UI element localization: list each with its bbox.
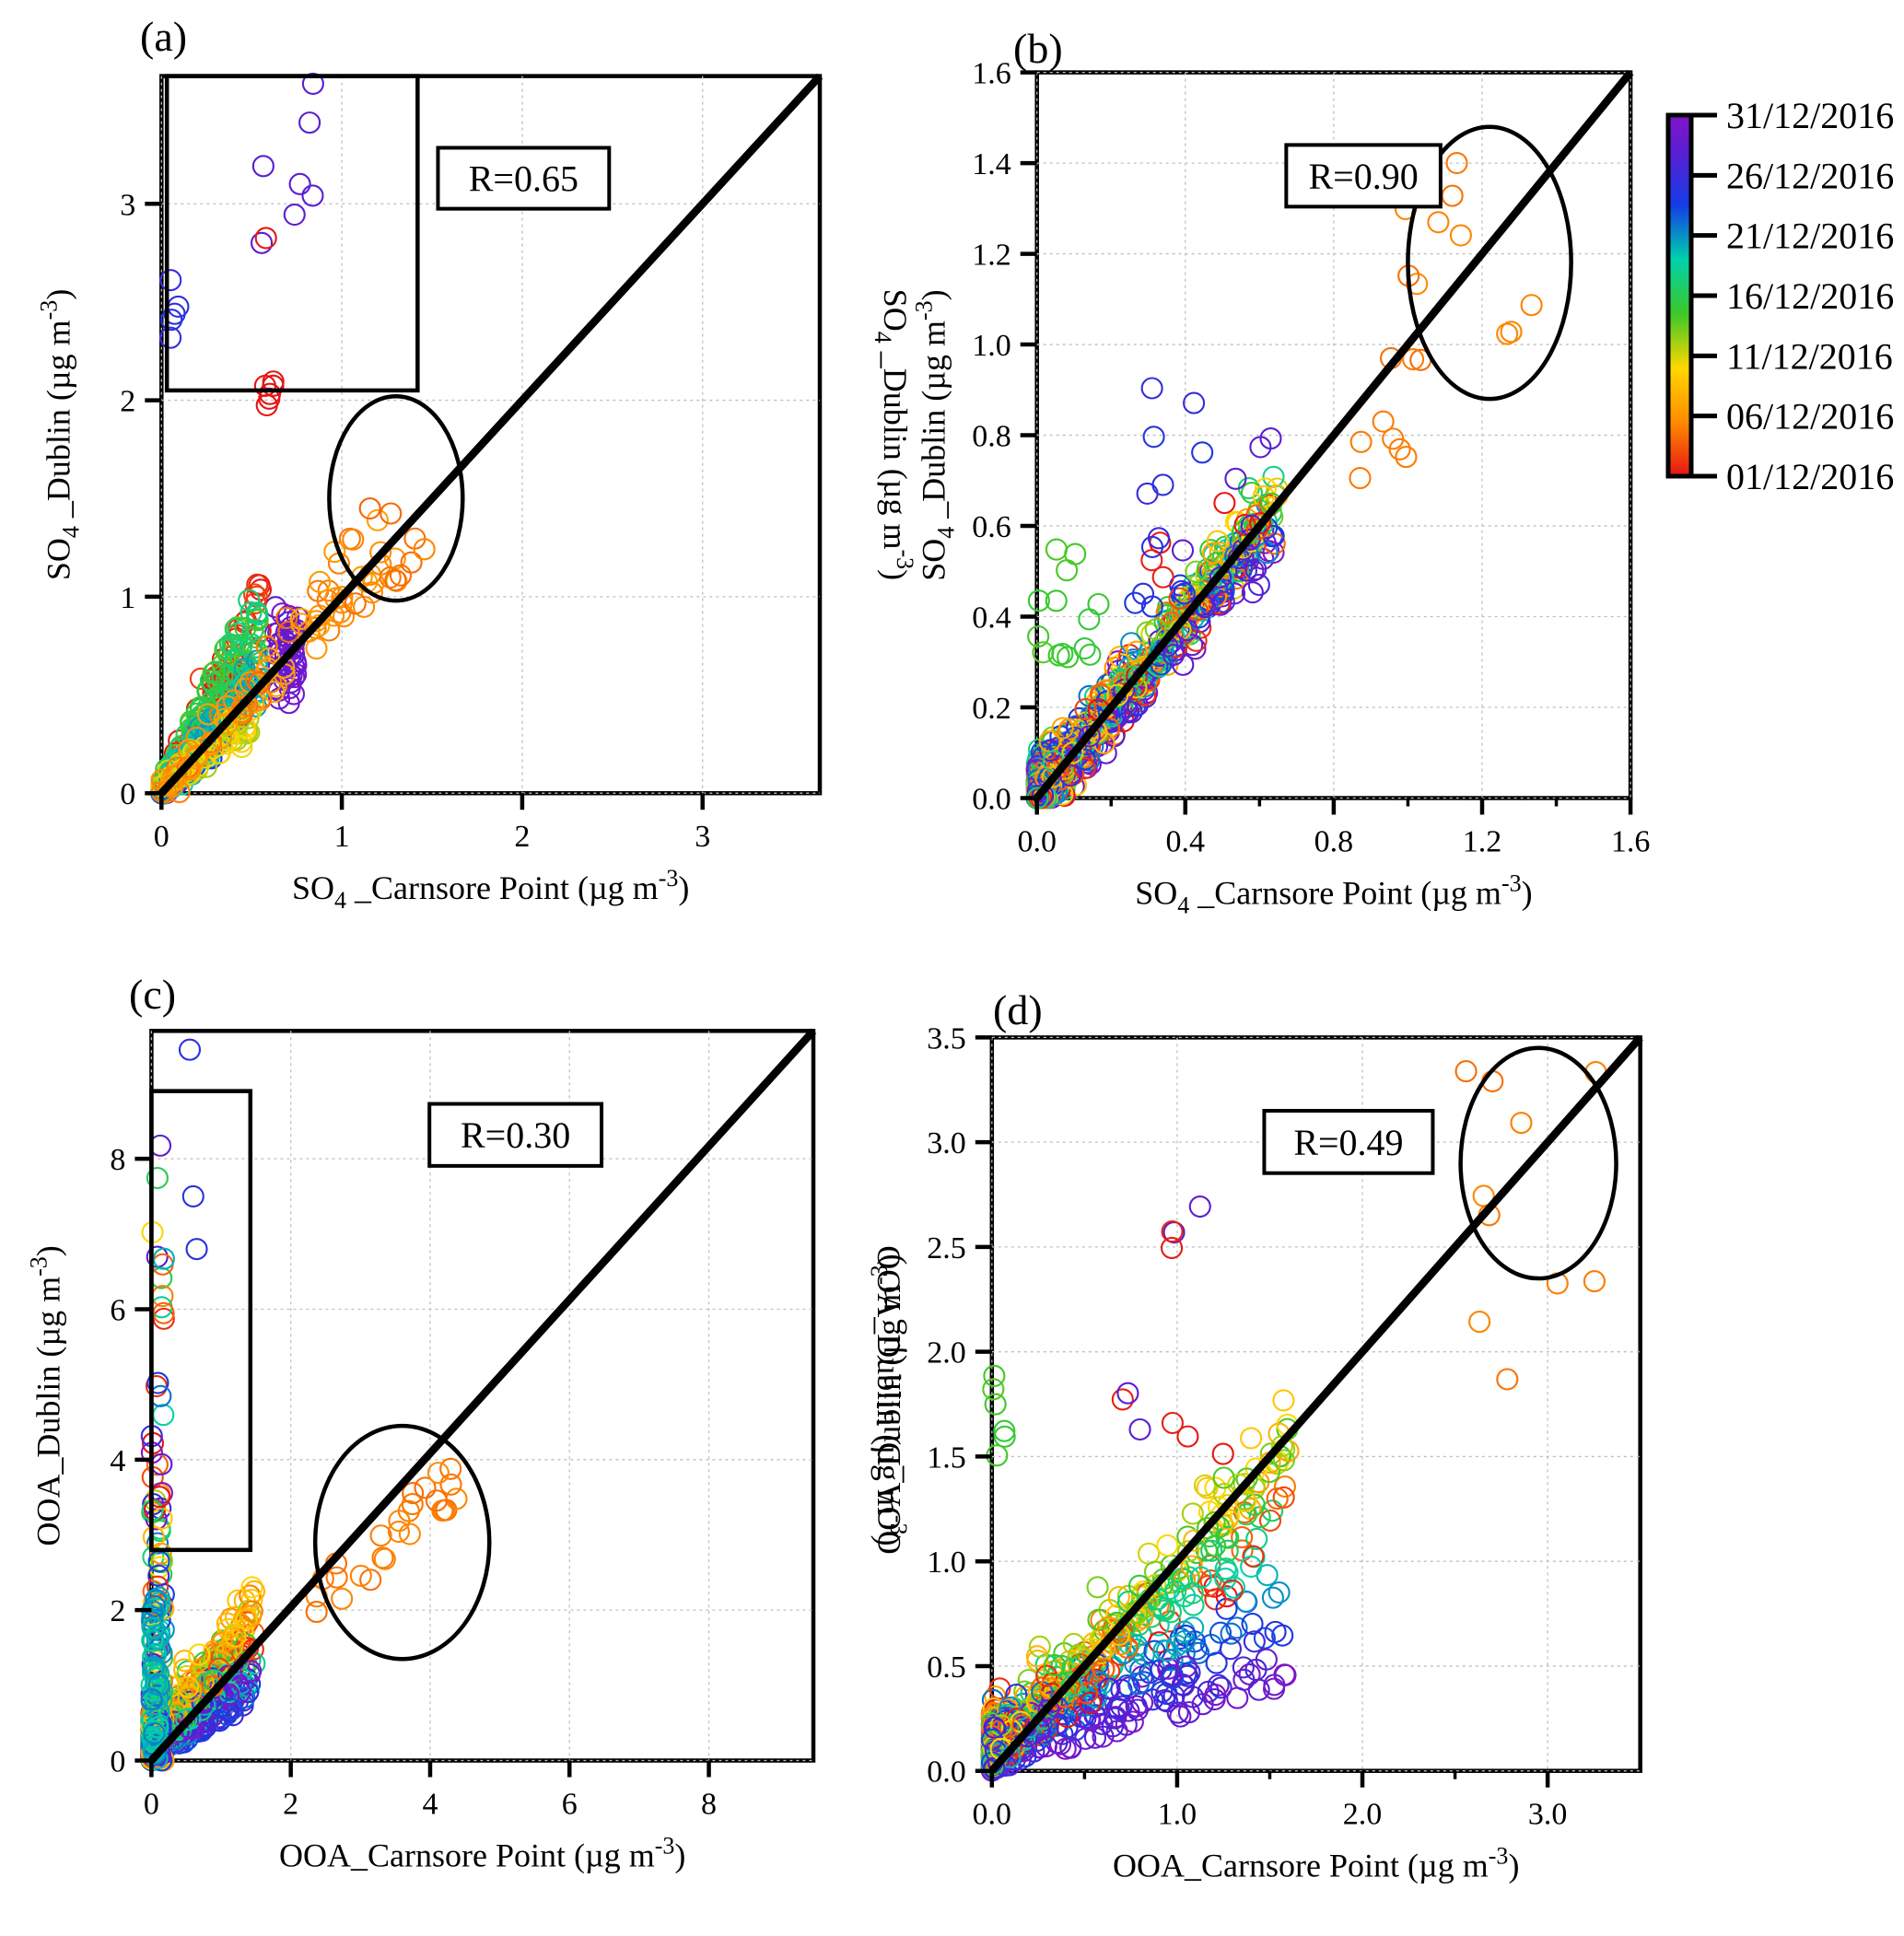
svg-text:0.4: 0.4 — [1166, 825, 1206, 859]
svg-text:1.0: 1.0 — [927, 1545, 966, 1580]
svg-text:0.8: 0.8 — [972, 420, 1011, 454]
svg-text:0: 0 — [154, 820, 169, 854]
svg-text:1.6: 1.6 — [1611, 825, 1651, 859]
svg-text:(b): (b) — [1013, 25, 1063, 72]
svg-text:0: 0 — [120, 777, 135, 811]
svg-text:2.5: 2.5 — [927, 1231, 966, 1265]
svg-text:0.0: 0.0 — [972, 783, 1011, 817]
svg-text:01/12/2016: 01/12/2016 — [1726, 456, 1894, 497]
svg-text:16/12/2016: 16/12/2016 — [1726, 275, 1894, 317]
svg-text:3: 3 — [120, 188, 135, 222]
svg-text:1: 1 — [334, 820, 350, 854]
svg-text:2: 2 — [514, 820, 530, 854]
svg-text:1: 1 — [120, 581, 135, 615]
svg-text:0.8: 0.8 — [1314, 825, 1354, 859]
svg-text:8: 8 — [701, 1788, 717, 1822]
svg-text:0: 0 — [110, 1745, 125, 1779]
svg-text:2: 2 — [283, 1788, 298, 1822]
svg-text:4: 4 — [422, 1788, 438, 1822]
svg-text:0.0: 0.0 — [973, 1798, 1012, 1832]
svg-text:2.0: 2.0 — [927, 1336, 966, 1370]
svg-text:OOA_Carnsore Point (µg m-3): OOA_Carnsore Point (µg m-3) — [279, 1833, 685, 1874]
svg-text:3.0: 3.0 — [1528, 1798, 1568, 1832]
svg-text:(d): (d) — [993, 986, 1043, 1033]
svg-text:0: 0 — [144, 1788, 159, 1822]
svg-text:11/12/2016: 11/12/2016 — [1726, 335, 1893, 377]
svg-text:3: 3 — [695, 820, 710, 854]
svg-text:0.0: 0.0 — [927, 1755, 966, 1790]
svg-text:OOA_Dublin (µg m-3): OOA_Dublin (µg m-3) — [25, 1245, 66, 1545]
svg-text:8: 8 — [110, 1143, 125, 1177]
svg-text:1.0: 1.0 — [972, 329, 1011, 363]
svg-text:06/12/2016: 06/12/2016 — [1726, 396, 1894, 437]
svg-text:2: 2 — [110, 1594, 125, 1628]
svg-text:R=0.65: R=0.65 — [469, 158, 578, 200]
svg-text:0.2: 0.2 — [972, 692, 1011, 726]
svg-text:2.0: 2.0 — [1343, 1798, 1383, 1832]
svg-text:(c): (c) — [129, 971, 176, 1018]
svg-text:4: 4 — [110, 1444, 125, 1478]
svg-text:0.0: 0.0 — [1017, 825, 1057, 859]
svg-text:21/12/2016: 21/12/2016 — [1726, 216, 1894, 257]
svg-text:6: 6 — [562, 1788, 578, 1822]
svg-text:OOA_Carnsore Point (µg m-3): OOA_Carnsore Point (µg m-3) — [1113, 1843, 1519, 1884]
svg-text:1.2: 1.2 — [972, 239, 1011, 273]
svg-text:R=0.90: R=0.90 — [1308, 156, 1418, 197]
svg-text:3.5: 3.5 — [927, 1021, 966, 1055]
svg-text:R=0.30: R=0.30 — [461, 1114, 570, 1156]
svg-text:31/12/2016: 31/12/2016 — [1726, 95, 1894, 136]
svg-text:0.5: 0.5 — [927, 1650, 966, 1685]
svg-text:6: 6 — [110, 1293, 125, 1327]
svg-text:3.0: 3.0 — [927, 1126, 966, 1160]
svg-text:1.2: 1.2 — [1463, 825, 1502, 859]
svg-text:1.0: 1.0 — [1158, 1798, 1197, 1832]
svg-text:1.5: 1.5 — [927, 1440, 966, 1475]
svg-text:0.6: 0.6 — [972, 510, 1011, 544]
svg-text:R=0.49: R=0.49 — [1293, 1122, 1403, 1163]
svg-text:(a): (a) — [140, 13, 187, 60]
svg-text:1.4: 1.4 — [972, 147, 1011, 181]
svg-text:OOA_Dublin (µg m-3): OOA_Dublin (µg m-3) — [866, 1254, 907, 1554]
svg-text:1.6: 1.6 — [972, 57, 1011, 91]
svg-text:0.4: 0.4 — [972, 601, 1011, 636]
svg-text:26/12/2016: 26/12/2016 — [1726, 155, 1894, 196]
svg-text:2: 2 — [120, 385, 135, 419]
